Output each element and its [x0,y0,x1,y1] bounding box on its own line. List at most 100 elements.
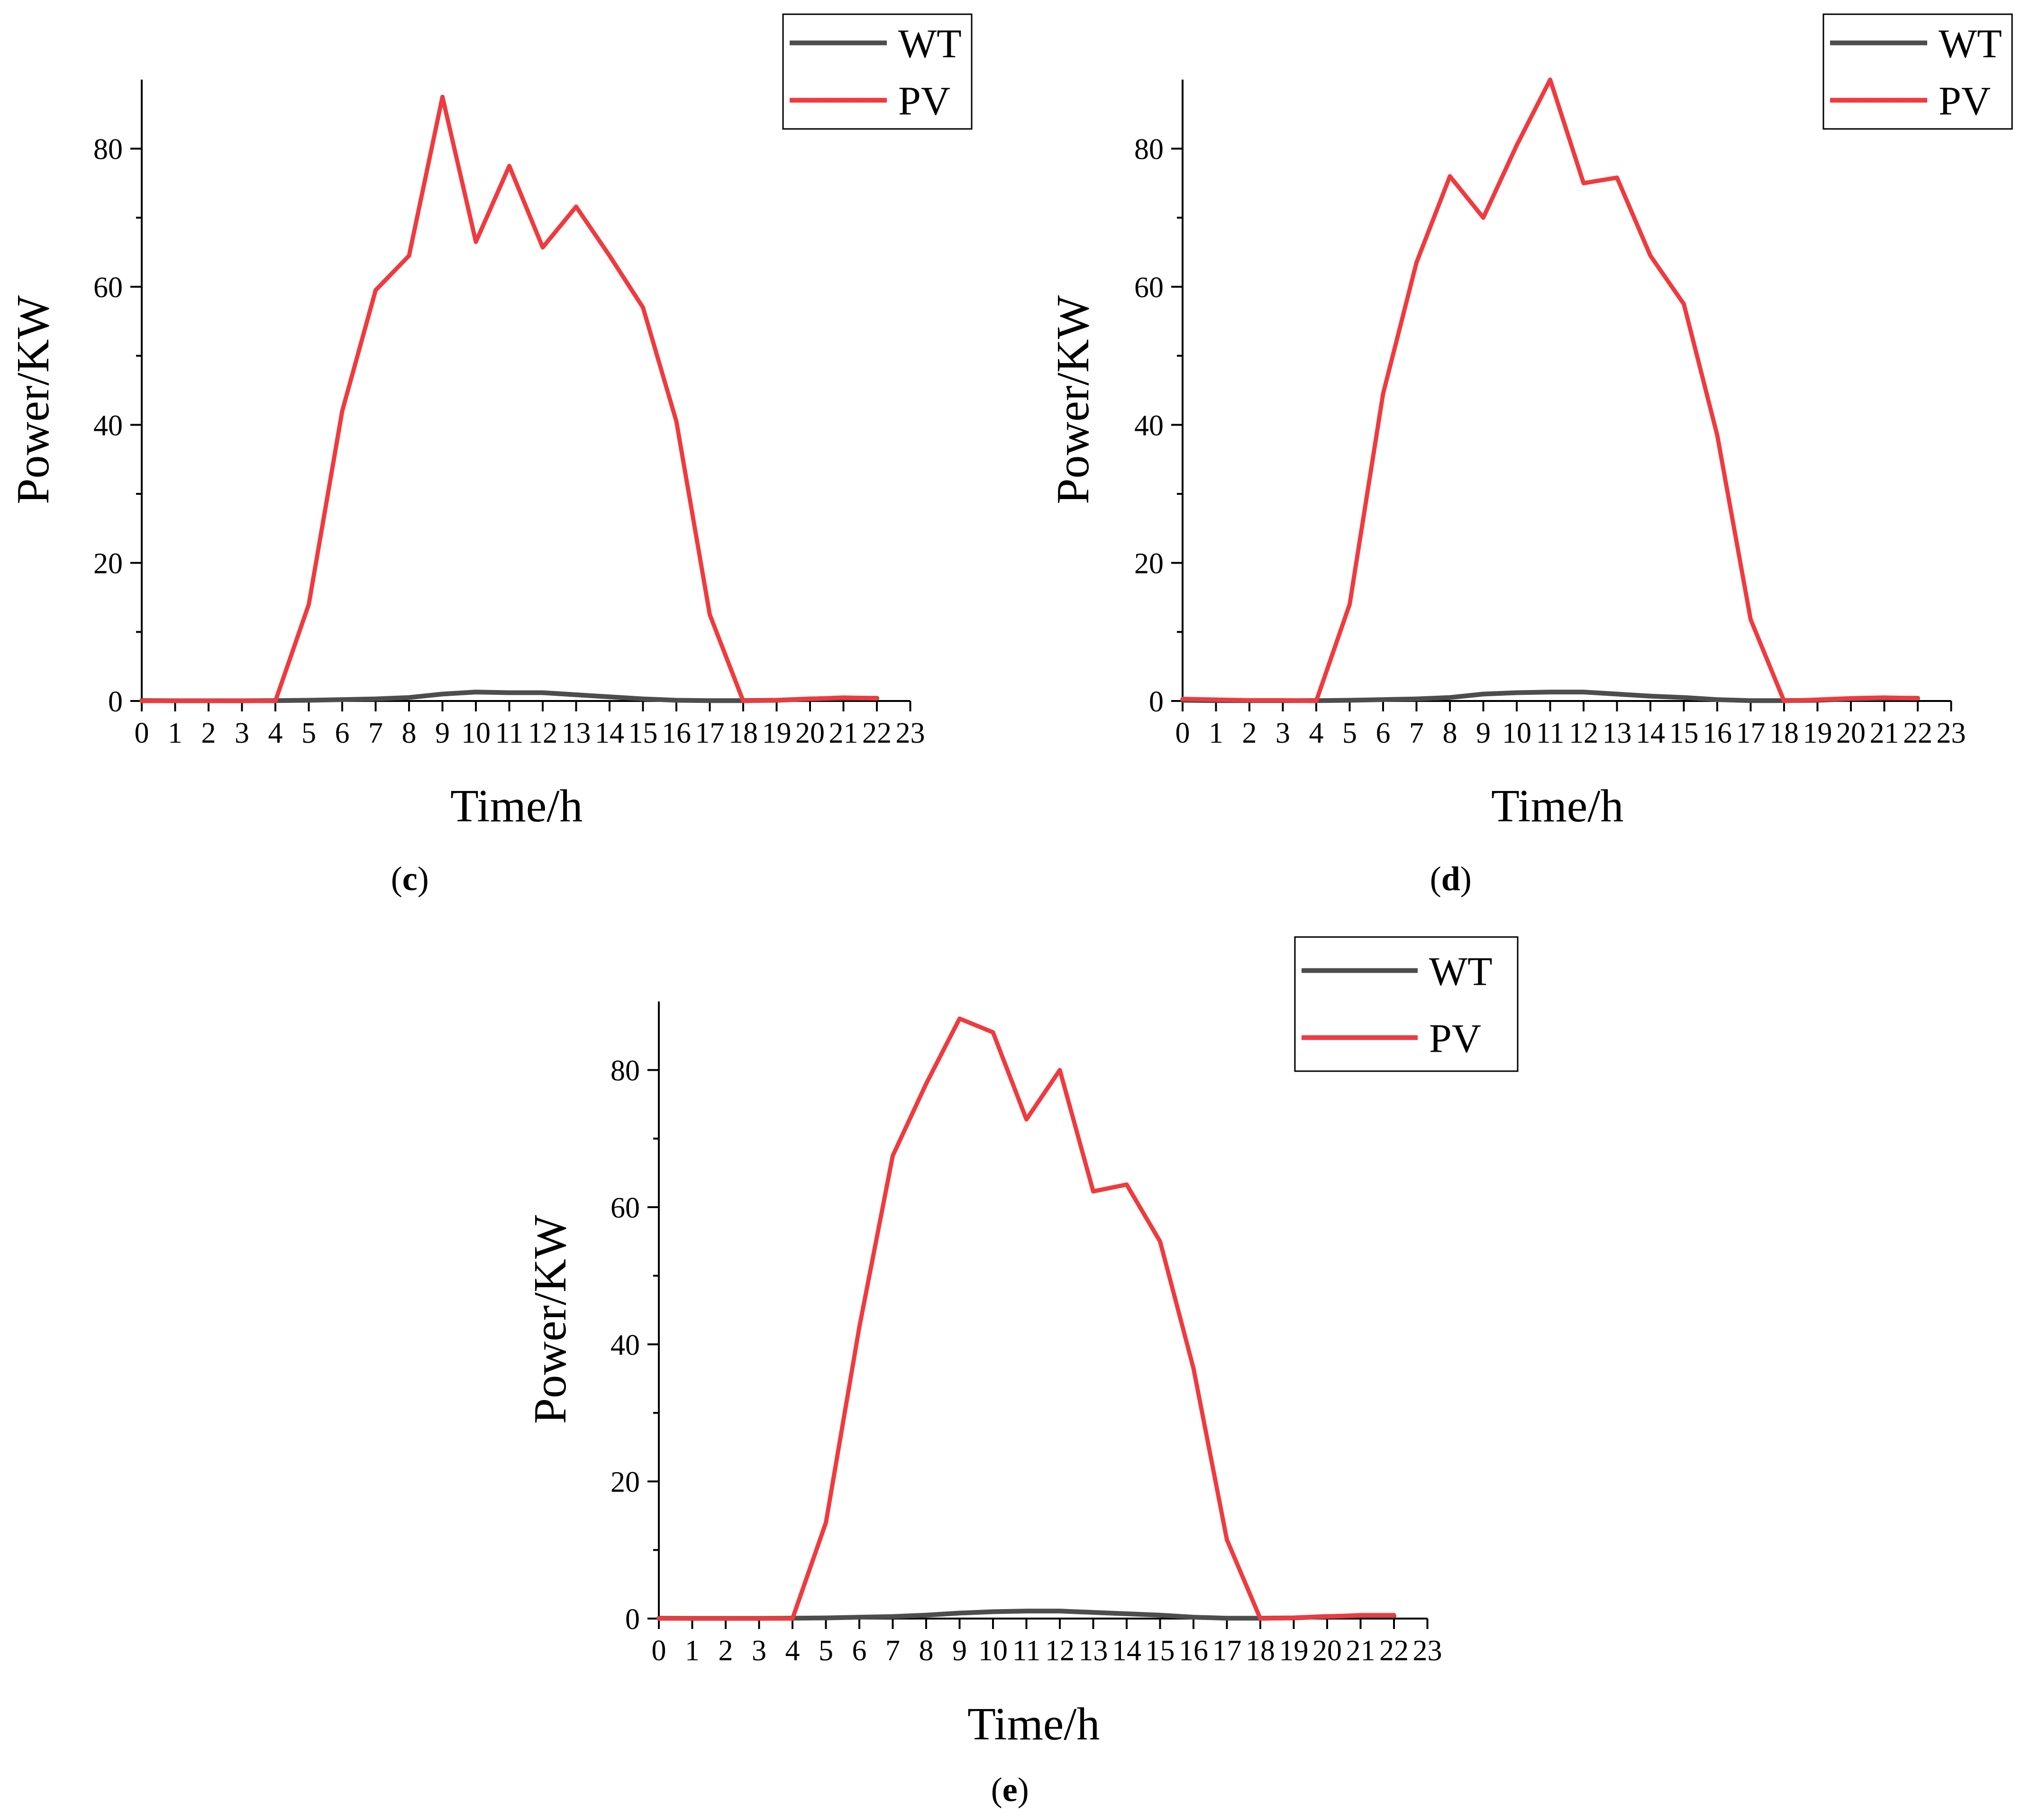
x-tick-label: 11 [495,717,524,749]
legend-box [1822,13,2013,130]
x-tick-label: 19 [1803,717,1832,749]
x-tick-label: 14 [1636,717,1665,749]
y-axis-title: Power/KW [1047,295,1099,504]
x-tick-label: 3 [752,1635,766,1667]
x-tick-label: 4 [1309,717,1324,749]
legend-label-pv: PV [1939,78,1991,124]
x-tick-label: 7 [885,1635,900,1667]
x-tick-label: 20 [795,717,825,749]
y-tick-label: 40 [1134,410,1164,442]
x-tick-label: 20 [1312,1635,1342,1667]
x-tick-label: 23 [1937,717,1966,749]
panel-caption: (c) [391,860,429,898]
x-tick-label: 21 [1870,717,1899,749]
x-tick-label: 2 [719,1635,733,1667]
x-tick-label: 13 [1603,717,1632,749]
x-tick-label: 10 [1502,717,1531,749]
x-tick-label: 4 [268,717,283,749]
x-tick-label: 13 [1079,1635,1108,1667]
x-tick-label: 4 [785,1635,800,1667]
x-tick-label: 22 [862,717,892,749]
y-tick-label: 20 [93,548,123,580]
y-tick-label: 80 [610,1055,640,1087]
legend-label-wt: WT [1939,21,2002,66]
chart-panel-d: 0 1 2 3 4 5 6 7 8 9 10 11 12 13 14 15 16 17 18 19 20 21 22 2302… [1047,13,2013,898]
x-axis-title: Time/h [450,781,583,832]
x-tick-label: 2 [1242,717,1257,749]
x-tick-label: 0 [652,1635,666,1667]
legend-box [782,13,973,130]
x-tick-label: 15 [1669,717,1699,749]
x-tick-label: 9 [435,717,450,749]
x-tick-label: 15 [1146,1635,1175,1667]
x-tick-label: 5 [819,1635,833,1667]
x-tick-label: 2 [201,717,216,749]
x-tick-label: 1 [168,717,182,749]
x-tick-label: 17 [695,717,725,749]
x-tick-label: 18 [1246,1635,1275,1667]
x-tick-label: 18 [729,717,758,749]
x-tick-label: 8 [919,1635,934,1667]
legend-label-wt: WT [898,21,962,66]
x-axis-title: Time/h [1491,781,1624,832]
y-tick-label: 20 [610,1466,640,1499]
x-tick-label: 12 [1569,717,1598,749]
y-tick-label: 40 [93,410,123,442]
y-tick-label: 0 [108,686,123,718]
y-tick-label: 60 [610,1192,640,1224]
x-tick-label: 9 [952,1635,967,1667]
y-tick-label: 60 [93,272,123,304]
x-tick-label: 12 [528,717,557,749]
x-tick-label: 21 [829,717,858,749]
x-tick-label: 5 [301,717,316,749]
x-tick-label: 20 [1836,717,1866,749]
x-tick-label: 1 [1209,717,1223,749]
x-tick-label: 19 [1279,1635,1309,1667]
x-tick-label: 6 [852,1635,867,1667]
x-tick-label: 14 [1112,1635,1141,1667]
y-tick-label: 40 [610,1329,640,1361]
x-tick-label: 10 [461,717,491,749]
y-tick-label: 80 [93,134,123,166]
series-line-pv [656,1016,1396,1621]
legend-label-pv: PV [898,78,950,124]
y-axis-title: Power/KW [525,1215,576,1424]
x-tick-label: 18 [1769,717,1799,749]
x-tick-label: 1 [685,1635,700,1667]
x-tick-label: 23 [896,717,925,749]
y-tick-label: 20 [1134,548,1164,580]
x-tick-label: 19 [762,717,792,749]
x-tick-label: 10 [978,1635,1008,1667]
chart-panel-e: 0 1 2 3 4 5 6 7 8 9 10 11 12 13 14 15 16 17 18 19 20 21 22 2302… [525,936,1519,1809]
x-tick-label: 13 [562,717,591,749]
x-tick-label: 16 [662,717,691,749]
panel-caption: (d) [1430,860,1472,898]
series-line-pv [139,94,879,703]
x-tick-label: 16 [1703,717,1732,749]
x-tick-label: 23 [1413,1635,1442,1667]
x-tick-label: 3 [1275,717,1290,749]
legend: WT PV [1294,936,1519,1072]
x-tick-label: 5 [1342,717,1357,749]
x-tick-label: 12 [1045,1635,1075,1667]
x-tick-label: 8 [402,717,417,749]
y-axis-title: Power/KW [8,295,59,504]
x-tick-label: 17 [1212,1635,1242,1667]
x-tick-label: 0 [135,717,149,749]
x-tick-label: 9 [1476,717,1491,749]
x-tick-label: 22 [1379,1635,1409,1667]
x-tick-label: 3 [235,717,249,749]
legend: WT PV [782,13,973,130]
legend-box [1294,936,1519,1072]
x-tick-label: 8 [1443,717,1457,749]
x-tick-label: 11 [1536,717,1565,749]
x-tick-label: 7 [368,717,383,749]
y-tick-label: 0 [1149,686,1164,718]
x-tick-label: 14 [595,717,624,749]
x-tick-label: 17 [1736,717,1766,749]
x-tick-label: 6 [1376,717,1391,749]
x-tick-label: 0 [1175,717,1190,749]
y-tick-label: 60 [1134,272,1164,304]
x-tick-label: 6 [335,717,350,749]
